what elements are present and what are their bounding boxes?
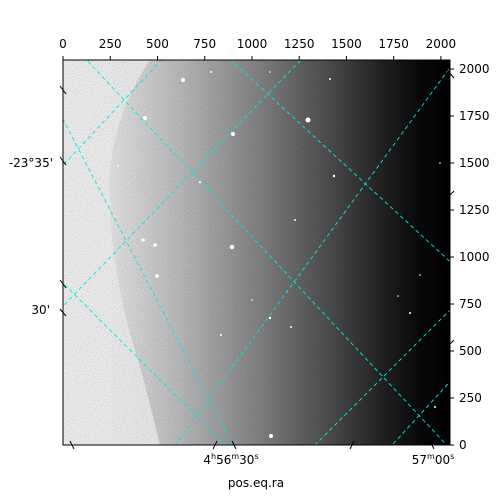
star [332,174,336,178]
star [305,117,311,123]
top-tick-label: 1500 [331,37,362,51]
star [210,71,212,73]
sky-image [63,60,450,445]
right-tick-label: 250 [459,391,482,405]
grid-line [63,60,162,167]
star [269,434,273,438]
top-tick-label: 1250 [284,37,315,51]
dec-ticks [59,85,67,317]
star [181,78,185,82]
star [439,162,441,164]
right-tick-label: 1500 [459,156,490,170]
right-tick-label: 1750 [459,109,490,123]
right-tick-label: 0 [459,438,467,452]
top-tick-label: 250 [99,37,122,51]
plot-frame [62,59,451,446]
x-axis-label: pos.eq.ra [228,476,284,490]
star [290,326,292,328]
right-tick-label: 2000 [459,62,490,76]
ra-label-2: 57m00s [412,452,455,467]
star [229,244,235,250]
right-tick-label: 500 [459,344,482,358]
right-pixel-axis: 0 250 500 750 1000 1250 1500 1750 2000 [450,62,490,452]
right-dec-ticks [446,69,455,348]
star [434,406,436,408]
grid-line [230,60,450,263]
coordinate-grid [63,60,450,445]
star [409,312,411,314]
star [220,334,222,336]
top-tick-label: 0 [59,37,67,51]
star [141,238,145,242]
star [231,132,235,136]
star [155,274,159,278]
star [269,71,271,73]
ra-ticks [69,440,435,450]
top-tick-label: 2000 [426,37,457,51]
top-tick-label: 1000 [237,37,268,51]
star [251,299,253,301]
star [419,274,421,276]
star [143,116,147,120]
right-tick-label: 750 [459,297,482,311]
grid-line [63,282,226,445]
grid-line [314,309,450,445]
top-tick-label: 500 [146,37,169,51]
star [117,165,119,167]
right-tick-label: 1250 [459,203,490,217]
top-tick-label: 1750 [378,37,409,51]
dec-label-2: 30' [31,303,50,317]
star [268,316,272,320]
star [153,243,157,247]
star [397,295,399,297]
top-tick-label: 750 [193,37,216,51]
right-tick-label: 1000 [459,250,490,264]
star [329,78,331,80]
stars [117,71,441,438]
dec-label-1: -23°35' [9,156,53,170]
ra-label-1: 4h56m30s [203,452,258,467]
grid-line [63,118,233,445]
top-pixel-axis: 0 250 500 750 1000 1250 1500 1750 2000 [59,37,456,60]
star [294,219,296,221]
